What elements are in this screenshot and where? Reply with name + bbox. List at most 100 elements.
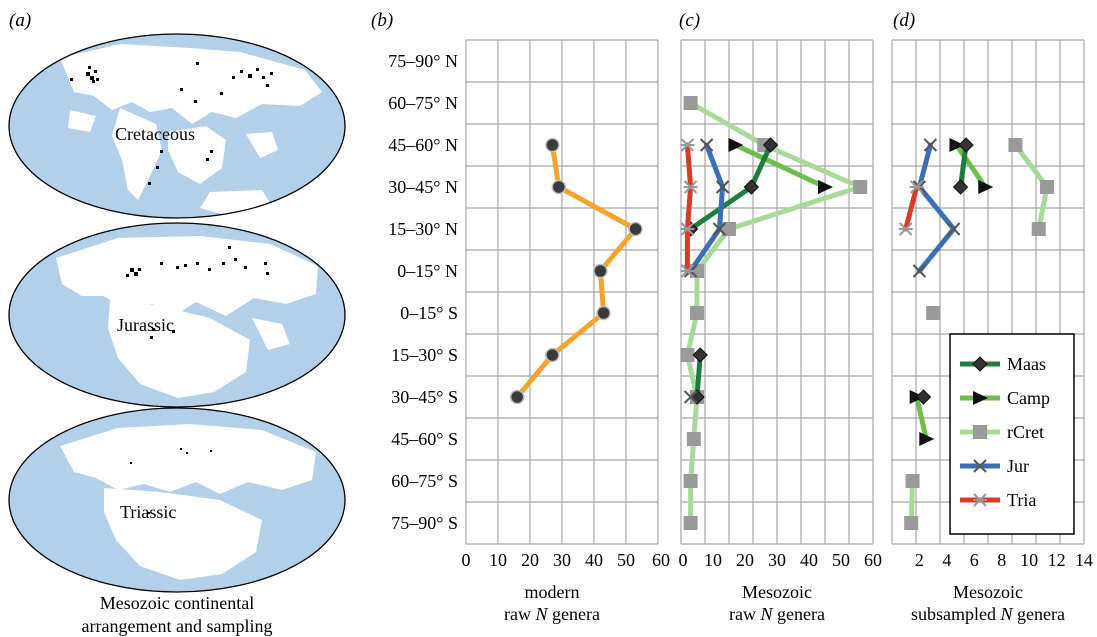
- data-point: [915, 389, 932, 405]
- x-tick-label: 20: [736, 550, 754, 570]
- map-label-jurassic: Jurassic: [117, 315, 174, 335]
- x-axis-label-post: genera: [548, 604, 600, 624]
- x-axis-label-post: genera: [1013, 604, 1065, 624]
- charts: 75–90° N 60–75° N 45–60° N 30–45° N 15–30° N…: [388, 39, 1093, 624]
- series-line: [916, 142, 957, 274]
- series-line: [514, 142, 639, 400]
- data-point: [683, 180, 698, 194]
- x-tick-label: 2: [915, 550, 924, 570]
- series-modern: [509, 137, 643, 405]
- x-tick-label: 14: [1075, 550, 1093, 570]
- x-axis-label-line2: subsampled N genera: [911, 604, 1065, 624]
- x-tick-label: 40: [585, 550, 603, 570]
- data-point: [545, 347, 560, 363]
- map-jurassic-outline: [8, 222, 346, 408]
- x-tick-label: 50: [617, 550, 635, 570]
- legend-swatch-marker: [973, 391, 988, 405]
- series-camp: [728, 138, 833, 194]
- data-point: [596, 305, 611, 321]
- panel-label-d: (d): [893, 10, 915, 31]
- x-tick-label: 60: [864, 550, 882, 570]
- map-jurassic-land: [56, 236, 318, 398]
- map-triassic-outline: [8, 407, 346, 593]
- x-tick-label: 10: [489, 550, 507, 570]
- x-tick-label: 8: [997, 550, 1006, 570]
- data-point: [680, 264, 695, 278]
- data-point: [904, 516, 919, 530]
- x-tick-label: 10: [1020, 550, 1038, 570]
- chart-b-grid: [465, 39, 659, 545]
- data-point: [715, 180, 730, 194]
- y-tick-label: 45–60° S: [391, 429, 458, 449]
- series-tria: [898, 180, 924, 236]
- map-label-cretaceous: Cretaceous: [115, 124, 195, 144]
- data-point: [690, 306, 704, 320]
- x-axis-label-pre: raw: [504, 604, 535, 624]
- x-tick-label: 6: [970, 550, 979, 570]
- legend-label: Maas: [1007, 354, 1046, 374]
- series-line: [953, 142, 988, 190]
- data-point: [958, 137, 974, 153]
- map-cretaceous-outline: [8, 33, 346, 219]
- series-jur: [683, 138, 730, 404]
- map-triassic-land: [60, 424, 316, 580]
- data-point: [762, 137, 779, 153]
- series-line: [914, 394, 929, 442]
- panel-label-a: (a): [9, 10, 31, 31]
- data-point: [683, 516, 698, 530]
- legend-swatch-marker: [973, 493, 987, 507]
- series-line: [732, 142, 828, 190]
- y-tick-label: 15–30° N: [388, 219, 458, 239]
- data-point: [722, 222, 736, 236]
- x-tick-label: 20: [521, 550, 539, 570]
- data-point: [545, 137, 560, 153]
- legend: Maas Camp rCret Jur Tria: [949, 333, 1075, 535]
- x-tick-label: 0: [462, 550, 471, 570]
- data-point: [905, 474, 920, 488]
- data-point: [743, 179, 760, 195]
- data-point: [912, 264, 927, 278]
- x-axis-label-italic: N: [760, 604, 774, 624]
- series-maas: [915, 137, 974, 405]
- data-point: [683, 474, 698, 488]
- data-point: [593, 263, 608, 279]
- data-point: [699, 138, 714, 152]
- y-tick-label: 15–30° S: [391, 345, 458, 365]
- data-point: [909, 180, 924, 194]
- data-point: [853, 180, 868, 194]
- panel-label-c: (c): [679, 10, 700, 31]
- map-label-triassic: Triassic: [120, 502, 176, 522]
- map-jurassic: Jurassic: [8, 222, 346, 408]
- x-axis-label-italic: N: [1000, 604, 1014, 624]
- data-point: [692, 347, 708, 363]
- legend-label: Camp: [1007, 388, 1050, 408]
- data-point: [926, 306, 941, 320]
- data-point: [952, 179, 969, 195]
- data-point: [919, 432, 935, 446]
- x-axis-label-line1: Mesozoic: [953, 582, 1023, 602]
- data-point: [1008, 138, 1023, 152]
- chart-c-grid: [680, 39, 874, 545]
- data-point: [818, 180, 833, 194]
- series-line: [684, 142, 694, 274]
- data-point: [949, 138, 965, 152]
- x-tick-label: 12: [1048, 550, 1066, 570]
- x-axis-label-line1: Mesozoic: [742, 582, 812, 602]
- legend-label: Tria: [1007, 490, 1036, 510]
- data-point: [680, 348, 695, 362]
- data-point: [947, 222, 961, 236]
- y-tick-label: 30–45° S: [391, 387, 458, 407]
- data-point: [1039, 180, 1054, 194]
- series-line: [903, 184, 920, 232]
- legend-swatch-marker: [972, 356, 988, 372]
- data-point: [712, 222, 727, 236]
- data-point: [551, 179, 567, 195]
- y-tick-label: 30–45° N: [388, 177, 458, 197]
- x-tick-label: 50: [832, 550, 850, 570]
- data-point: [509, 389, 525, 405]
- x-tick-label: 60: [652, 550, 670, 570]
- map-cretaceous-sample-dots: [70, 62, 273, 185]
- data-point: [898, 222, 913, 236]
- data-point: [923, 138, 938, 152]
